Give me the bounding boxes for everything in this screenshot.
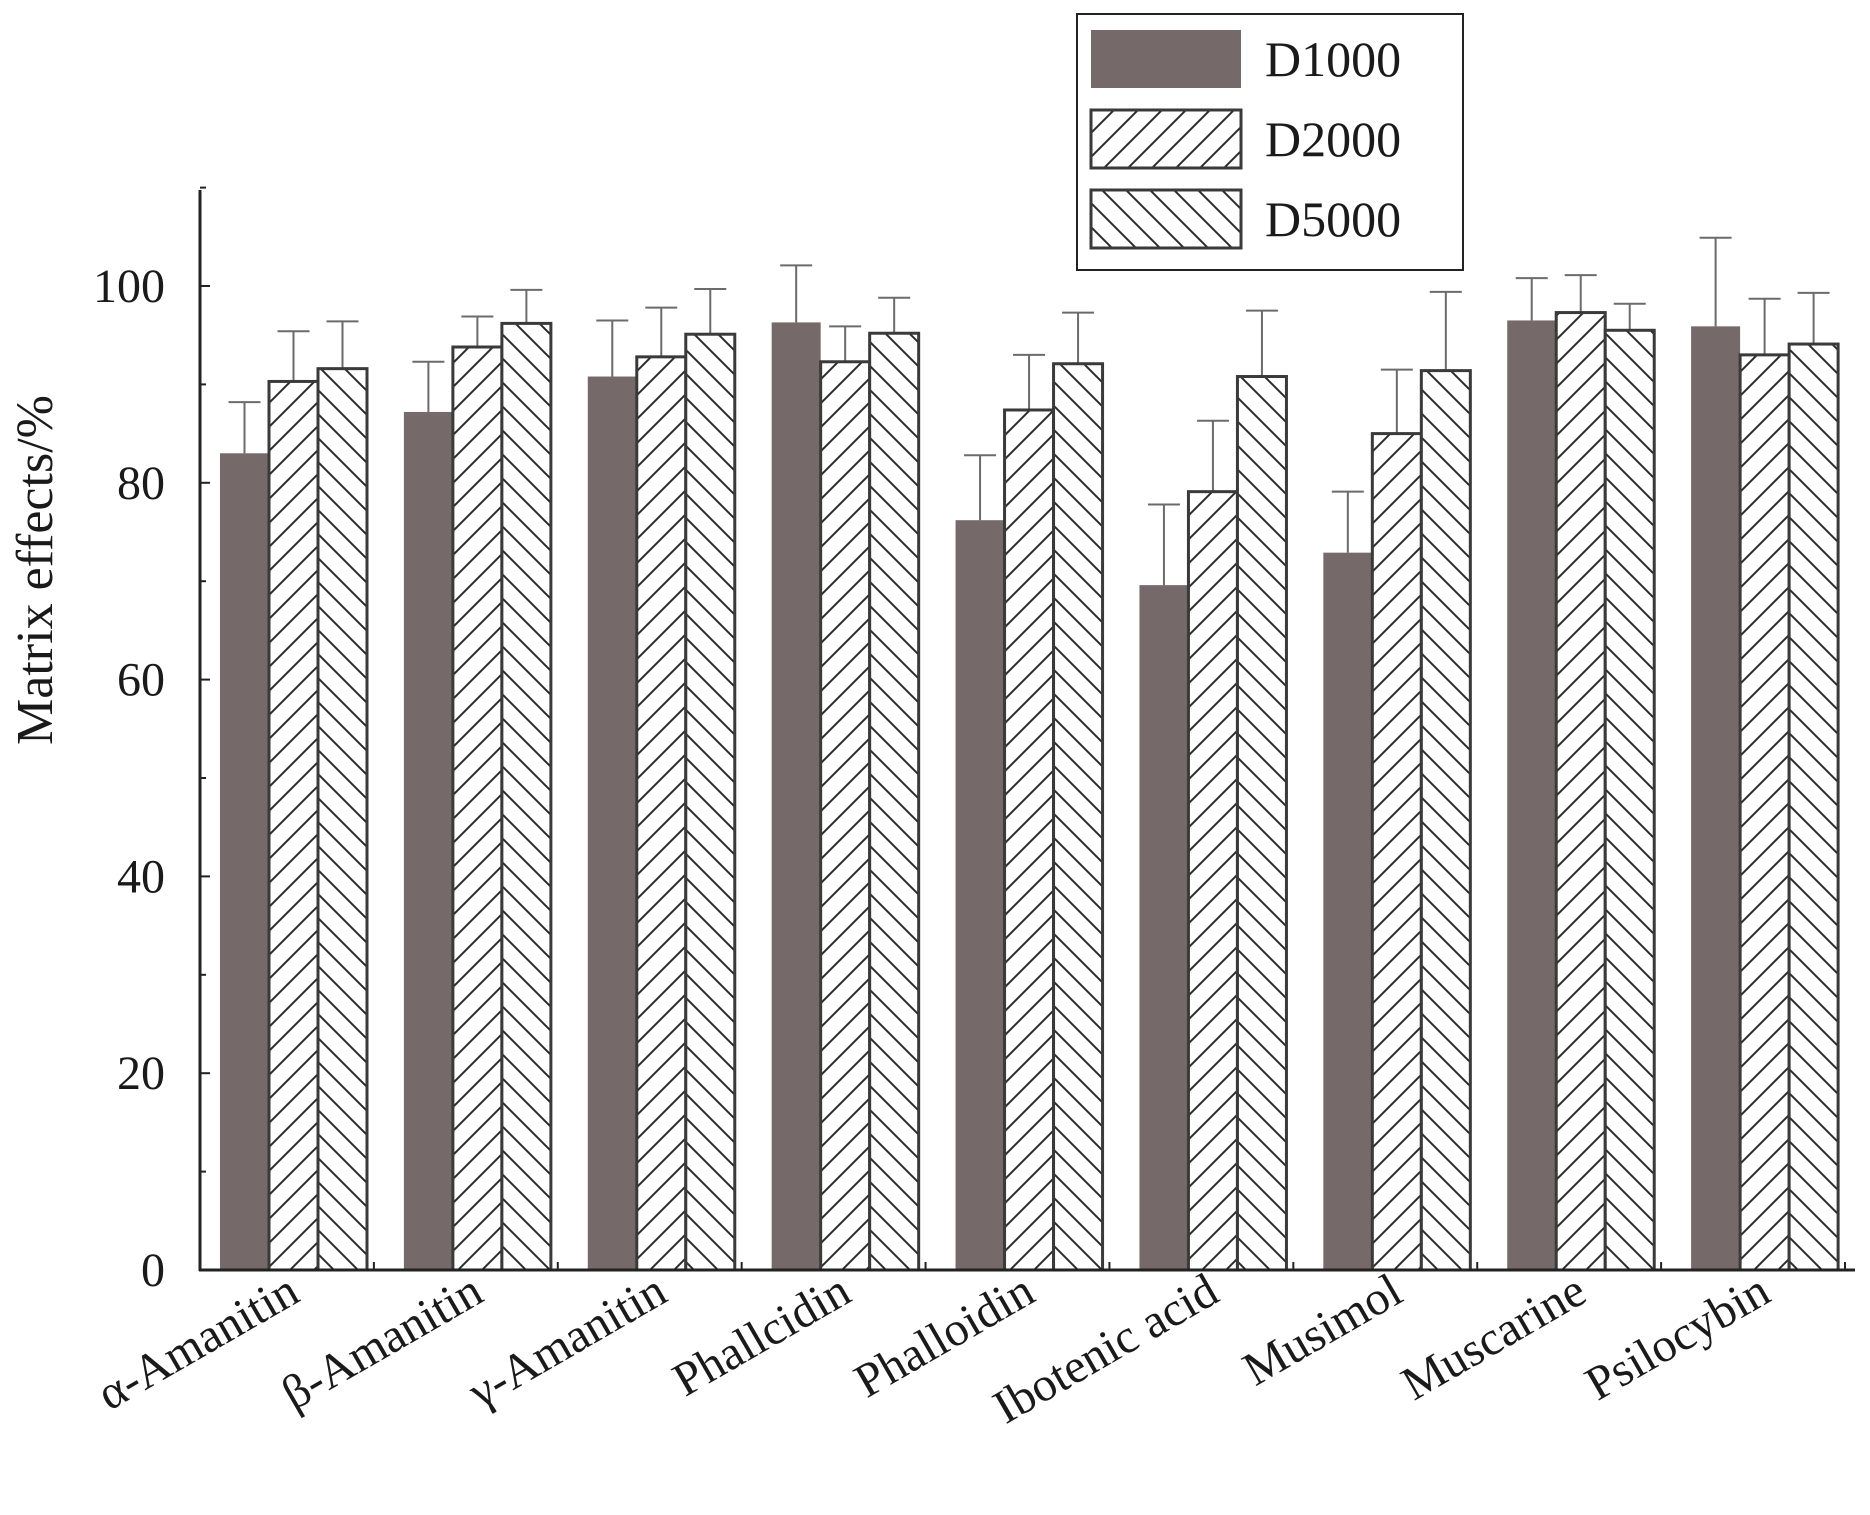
x-tick-label: γ-Amanitin: [459, 1264, 676, 1420]
bar-d2000: [451, 345, 504, 1272]
bar-d1000: [771, 322, 821, 1271]
legend-swatch-d1000: [1091, 30, 1241, 88]
y-tick-label: 80: [117, 457, 165, 510]
y-tick-label: 100: [93, 260, 165, 313]
legend-swatch-d2000: [1089, 108, 1243, 170]
x-tick-label: Psilocybin: [1577, 1264, 1779, 1411]
bar-d2000: [819, 360, 872, 1272]
bar-d1000: [1691, 326, 1741, 1270]
bar-d1000: [955, 520, 1005, 1270]
bar-d2000: [1186, 490, 1239, 1272]
bar-d2000: [267, 379, 320, 1272]
bars-layer: [220, 236, 1840, 1272]
x-tick-label: Muscarine: [1393, 1264, 1595, 1411]
bar-d1000: [587, 376, 637, 1270]
legend-label: D2000: [1265, 111, 1401, 167]
y-tick-label: 60: [117, 654, 165, 707]
bar-d5000: [684, 332, 737, 1272]
y-tick-label: 0: [141, 1244, 165, 1297]
legend-swatch-d5000: [1089, 188, 1243, 250]
y-tick-label: 40: [117, 850, 165, 903]
bar-d2000: [635, 355, 688, 1272]
bar-d2000: [1370, 432, 1423, 1272]
legend: D1000 D2000 D5000: [1076, 13, 1464, 271]
bar-d2000: [1554, 311, 1607, 1272]
bar-d5000: [1419, 369, 1472, 1272]
bar-d2000: [1003, 408, 1056, 1272]
bar-d5000: [316, 367, 369, 1272]
y-axis-title: Matrix effects/%: [7, 395, 64, 745]
y-tick-label: 20: [117, 1047, 165, 1100]
x-tick-label: β-Amanitin: [273, 1264, 492, 1421]
bar-d5000: [500, 321, 553, 1272]
bar-d1000: [403, 411, 453, 1270]
bar-d1000: [1139, 585, 1189, 1270]
bar-d5000: [868, 331, 921, 1272]
bar-d2000: [1738, 353, 1791, 1272]
bar-d5000: [1235, 375, 1288, 1272]
bar-d1000: [1323, 552, 1373, 1270]
bar-d5000: [1603, 328, 1656, 1272]
bar-d1000: [220, 453, 269, 1270]
x-tick-label: α-Amanitin: [88, 1264, 307, 1421]
bar-d1000: [1507, 320, 1557, 1270]
legend-label: D1000: [1265, 31, 1401, 87]
bar-d5000: [1052, 362, 1105, 1272]
x-tick-label: Musimol: [1234, 1264, 1411, 1397]
bar-d5000: [1787, 342, 1840, 1272]
legend-label: D5000: [1265, 191, 1401, 247]
x-tick-label: Phallcidin: [664, 1264, 859, 1407]
